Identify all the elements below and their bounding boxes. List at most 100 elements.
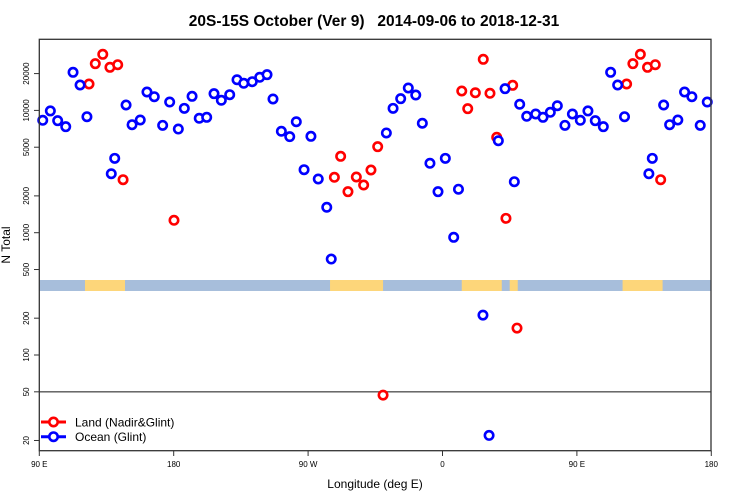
ocean-point	[172, 123, 184, 135]
ocean-point	[201, 111, 213, 123]
ocean-point	[694, 119, 706, 131]
ocean-point	[424, 157, 436, 169]
x-tick-label: 180	[167, 460, 181, 469]
ocean-point	[52, 115, 64, 127]
y-tick-label: 20000	[22, 62, 31, 85]
x-tick-label: 90 E	[569, 460, 585, 469]
y-tick-label: 1000	[22, 223, 31, 241]
ocean-point	[157, 119, 169, 131]
y-axis: 20000 10000 5000 2000 1000 500 200 100 50 20	[22, 62, 40, 445]
land-point	[621, 78, 633, 90]
land-point	[484, 87, 496, 99]
ocean-point	[605, 66, 617, 78]
x-tick-label: 0	[440, 460, 445, 469]
y-tick-label: 10000	[22, 99, 31, 122]
ocean-point	[544, 106, 556, 118]
land-point	[372, 141, 384, 153]
ocean-point	[492, 135, 504, 147]
ocean-point	[521, 110, 533, 122]
ocean-point	[686, 91, 698, 103]
ocean-point	[582, 105, 594, 117]
ocean-point	[298, 164, 310, 176]
legend-label-ocean: Ocean (Glint)	[75, 430, 146, 444]
ocean-point	[612, 79, 624, 91]
ocean-point	[395, 93, 407, 105]
land-segment	[622, 280, 663, 291]
ocean-point	[208, 88, 220, 100]
land-point	[377, 389, 389, 401]
ocean-point	[439, 152, 451, 164]
ocean-point	[120, 99, 132, 111]
ocean-point	[387, 102, 399, 114]
ocean-point	[215, 94, 227, 106]
land-point	[97, 48, 109, 60]
land-point	[511, 322, 523, 334]
ocean-point	[432, 186, 444, 198]
x-axis-label: Longitude (deg E)	[327, 477, 422, 491]
ocean-point	[261, 69, 273, 81]
ocean-point	[477, 309, 489, 321]
land-point	[469, 87, 481, 99]
legend: Land (Nadir&Glint) Ocean (Glint)	[41, 416, 174, 444]
land-point	[112, 59, 124, 71]
land-point	[649, 59, 661, 71]
land-segment	[84, 280, 126, 291]
ocean-point	[186, 90, 198, 102]
ocean-point	[597, 121, 609, 133]
y-tick-label: 50	[22, 387, 31, 396]
land-point	[89, 58, 101, 70]
y-tick-label: 100	[22, 348, 31, 362]
land-point	[655, 174, 667, 186]
ocean-point	[312, 173, 324, 185]
ocean-point	[537, 111, 549, 123]
land-ocean-strip	[39, 280, 712, 291]
y-tick-label: 500	[22, 262, 31, 276]
land-point	[328, 171, 340, 183]
land-point	[342, 186, 354, 198]
legend-item-land: Land (Nadir&Glint)	[41, 416, 174, 430]
ocean-point	[74, 79, 86, 91]
ocean-point	[164, 96, 176, 108]
land-point	[350, 171, 362, 183]
ocean-point	[67, 66, 79, 78]
y-tick-label: 200	[22, 311, 31, 325]
ocean-point	[514, 98, 526, 110]
ocean-point	[410, 89, 422, 101]
ocean-point	[619, 111, 631, 123]
land-segment	[461, 280, 502, 291]
ocean-point	[141, 86, 153, 98]
x-tick-label: 90 E	[31, 460, 47, 469]
ocean-point	[402, 82, 414, 94]
ocean-point	[664, 119, 676, 131]
ocean-point	[448, 231, 460, 243]
ocean-point	[60, 121, 72, 133]
land-point	[462, 103, 474, 115]
ocean-point	[566, 108, 578, 120]
ocean-point	[589, 115, 601, 127]
y-tick-label: 2000	[22, 186, 31, 204]
y-axis-label: N Total	[0, 226, 13, 263]
ocean-point	[380, 127, 392, 139]
ocean-point	[44, 105, 56, 117]
ocean-point	[646, 152, 658, 164]
ocean-point	[134, 114, 146, 126]
plot-frame	[38, 38, 712, 452]
chart-title: 20S-15S October (Ver 9) 2014-09-06 to 20…	[189, 13, 560, 30]
ocean-point	[81, 111, 93, 123]
ocean-point	[37, 114, 49, 126]
ocean-point	[267, 93, 279, 105]
land-point	[477, 53, 489, 65]
ocean-point	[416, 117, 428, 129]
x-axis: 90 E 180 90 W 0 90 E 180	[31, 450, 719, 469]
ocean-point	[483, 429, 495, 441]
ocean-point	[559, 119, 571, 131]
x-tick-label: 180	[705, 460, 719, 469]
ocean-point	[574, 114, 586, 126]
land-point	[168, 214, 180, 226]
land-point	[335, 150, 347, 162]
ocean-point	[275, 125, 287, 137]
x-tick-label: 90 W	[299, 460, 318, 469]
ocean-point	[508, 176, 520, 188]
y-tick-label: 20	[22, 435, 31, 444]
